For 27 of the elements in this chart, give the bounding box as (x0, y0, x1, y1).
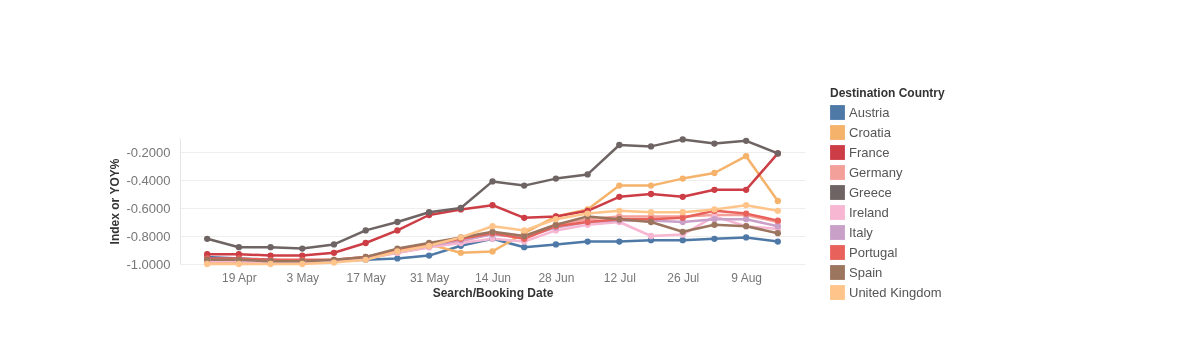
x-tick-label: 31 May (409, 270, 450, 285)
y-tick-label: -0.4000 (126, 172, 171, 188)
legend-label: Italy (849, 224, 874, 240)
legend-label: Ireland (849, 204, 889, 220)
legend-label: Austria (849, 104, 891, 120)
legend-label: Greece (849, 184, 892, 200)
x-tick-label: 19 Apr (222, 270, 257, 285)
y-tick-label: -0.2000 (126, 144, 171, 160)
x-tick-label: 3 May (286, 270, 320, 285)
legend-label: Germany (849, 164, 903, 180)
y-tick-label: -1.0000 (126, 256, 171, 272)
x-tick-label: 9 Aug (731, 270, 762, 285)
legend-label: United Kingdom (849, 284, 942, 300)
legend-label: Portugal (849, 244, 898, 260)
legend-title: Destination Country (830, 86, 945, 100)
legend-label: Croatia (849, 124, 892, 140)
x-tick-label: 17 May (346, 270, 386, 285)
legend-label: Spain (849, 264, 883, 280)
y-tick-label: -0.6000 (126, 200, 171, 216)
x-tick-label: 28 Jun (538, 270, 575, 285)
x-tick-label: 12 Jul (603, 270, 636, 285)
y-tick-label: -0.8000 (126, 228, 171, 244)
x-tick-label: 14 Jun (474, 270, 512, 285)
legend-label: France (849, 144, 890, 160)
y-axis-title: Index or YOY% (108, 158, 123, 245)
x-tick-label: 26 Jul (667, 270, 700, 285)
x-axis-title: Search/Booking Date (432, 285, 554, 300)
